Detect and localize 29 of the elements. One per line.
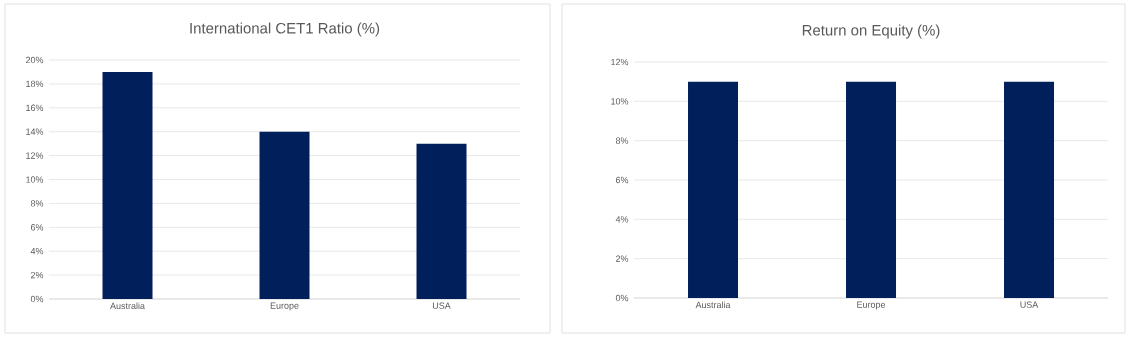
y-tick-label: 6% — [30, 224, 44, 231]
chart-title: International CET1 Ratio (%) — [190, 22, 380, 37]
y-tick-label: 0% — [30, 295, 44, 303]
y-tick-label: 8% — [615, 137, 629, 144]
y-tick-label: 20% — [25, 56, 44, 64]
chart-title: Return on Equity (%) — [802, 24, 940, 39]
bar — [259, 131, 310, 299]
x-tick-label: Australia — [695, 301, 731, 309]
y-tick-label: 8% — [30, 200, 44, 207]
y-tick-label: 10% — [611, 98, 629, 105]
x-tick-label: Europe — [270, 302, 299, 311]
y-tick-label: 10% — [26, 176, 44, 183]
x-tick-label: Australia — [110, 302, 145, 310]
y-tick-label: 6% — [615, 176, 629, 184]
y-tick-label: 14% — [26, 128, 44, 135]
y-tick-label: 4% — [30, 248, 44, 255]
y-tick-label: 12% — [26, 152, 44, 159]
y-tick-label: 2% — [30, 271, 44, 279]
bar — [416, 143, 467, 299]
bar — [102, 71, 153, 299]
y-tick-label: 12% — [611, 58, 629, 66]
x-tick-label: USA — [432, 302, 451, 309]
y-tick-label: 4% — [615, 216, 629, 223]
x-tick-label: USA — [1020, 301, 1039, 308]
y-tick-label: 16% — [26, 104, 44, 111]
x-tick-label: Europe — [857, 301, 886, 310]
y-tick-label: 2% — [615, 255, 629, 262]
y-tick-label: 0% — [615, 294, 629, 302]
y-tick-label: 18% — [26, 80, 44, 88]
